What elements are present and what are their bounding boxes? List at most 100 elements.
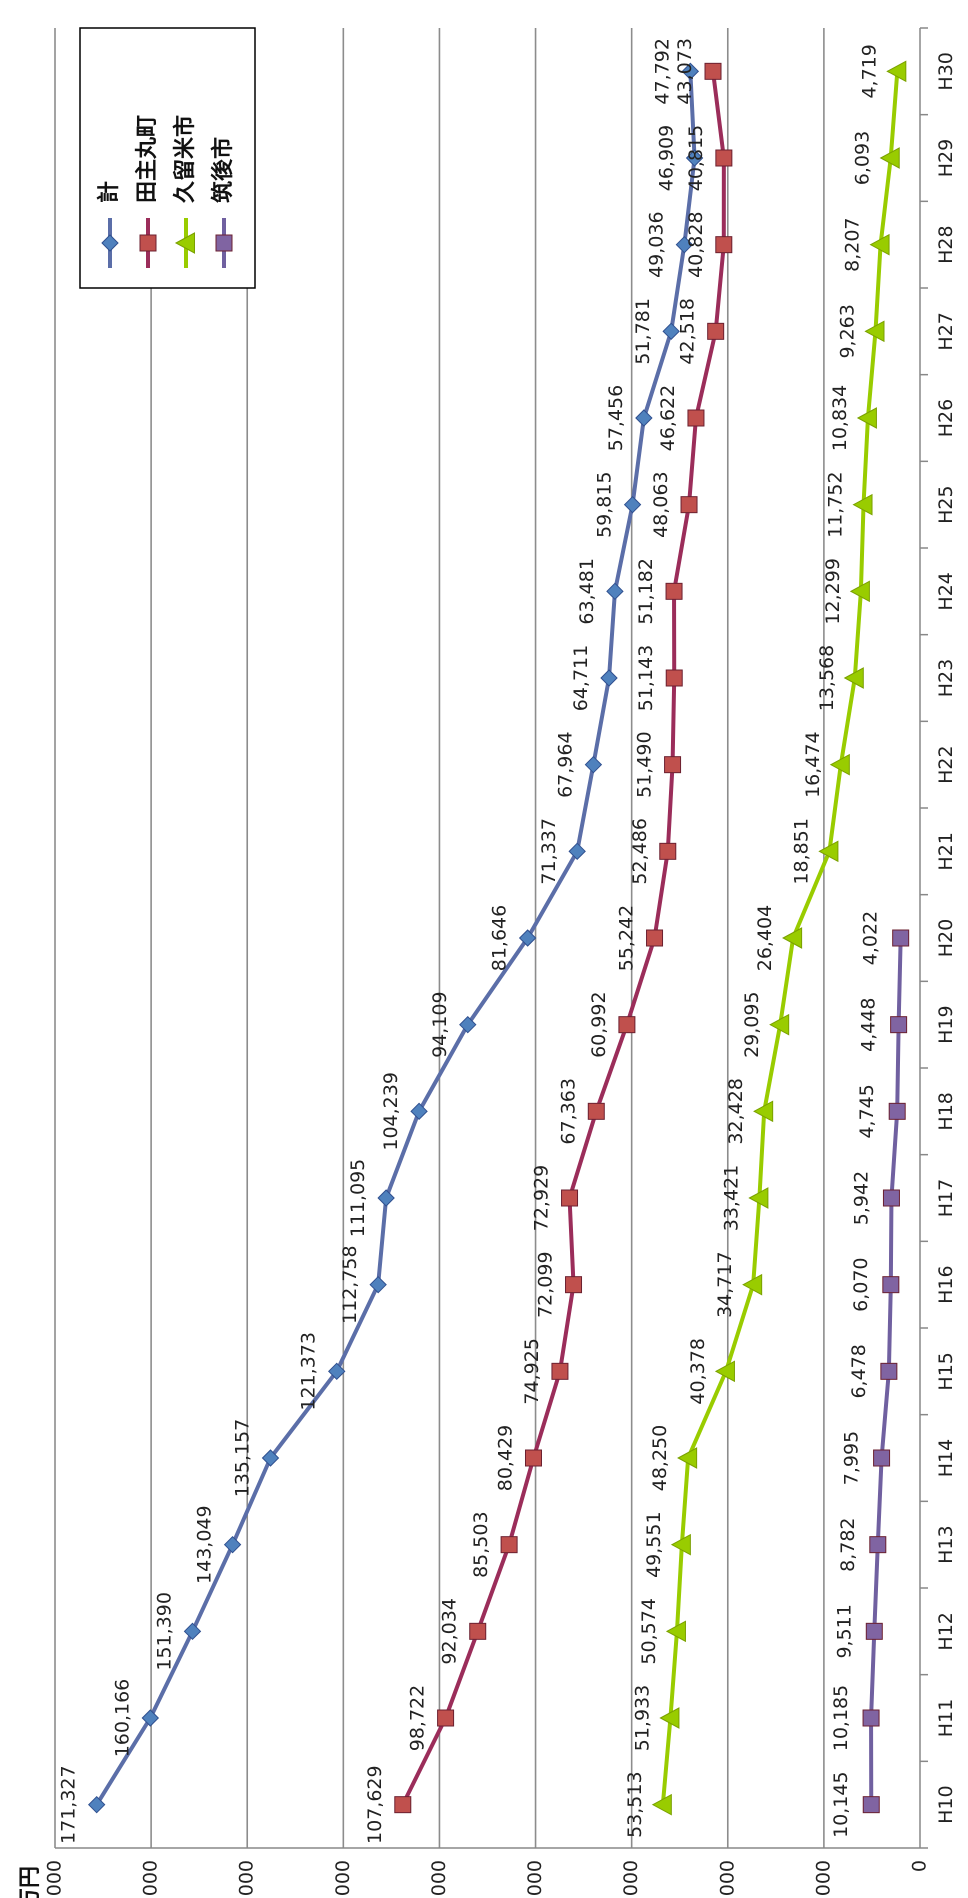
data-label: 40,828 bbox=[685, 211, 707, 277]
data-label: 46,909 bbox=[656, 125, 678, 191]
series-point bbox=[843, 667, 864, 689]
data-label: 48,063 bbox=[650, 471, 672, 537]
series-point bbox=[882, 1276, 900, 1294]
data-label: 8,782 bbox=[837, 1517, 859, 1571]
data-label: 171,327 bbox=[58, 1765, 80, 1844]
x-tick-label: H24 bbox=[935, 572, 957, 610]
x-tick-label: H30 bbox=[935, 52, 957, 90]
series-point bbox=[680, 496, 698, 514]
data-label: 9,263 bbox=[836, 304, 858, 358]
data-label: 74,925 bbox=[521, 1338, 543, 1404]
x-tick-label: H21 bbox=[935, 832, 957, 870]
y-tick-label: 40,000 bbox=[716, 1860, 738, 1898]
series-point bbox=[715, 236, 733, 254]
data-label: 63,481 bbox=[576, 558, 598, 624]
x-tick-label: H14 bbox=[935, 1439, 957, 1477]
data-label: 43,073 bbox=[674, 38, 696, 104]
data-label: 48,250 bbox=[649, 1425, 671, 1491]
x-tick-label: H15 bbox=[935, 1352, 957, 1390]
series-point bbox=[223, 1535, 242, 1554]
series-point bbox=[707, 322, 725, 340]
series-point bbox=[862, 1709, 880, 1727]
data-label: 52,486 bbox=[629, 818, 651, 884]
y-tick-label: 0 bbox=[909, 1860, 931, 1872]
y-tick-label: 140,000 bbox=[236, 1860, 258, 1898]
data-label: 57,456 bbox=[605, 385, 627, 451]
data-label: 10,145 bbox=[830, 1771, 852, 1837]
data-label: 16,474 bbox=[802, 731, 824, 797]
series-point bbox=[459, 1015, 477, 1034]
axes: 0 20,000 40,000 60,000 80,000 100,000 120,000 1… bbox=[18, 27, 957, 1898]
series-point bbox=[568, 842, 586, 861]
series-point bbox=[584, 755, 603, 774]
data-label: 46,622 bbox=[657, 385, 679, 451]
series-point bbox=[646, 929, 664, 947]
legend-swatch-marker bbox=[174, 232, 195, 254]
data-label: 10,185 bbox=[830, 1685, 852, 1751]
data-label: 10,834 bbox=[829, 385, 851, 451]
data-label: 143,049 bbox=[194, 1505, 216, 1584]
y-unit-label: 万円 bbox=[18, 1866, 43, 1898]
series-point bbox=[782, 927, 803, 949]
series-point bbox=[748, 1187, 769, 1209]
data-label: 34,717 bbox=[714, 1251, 736, 1317]
data-label: 151,390 bbox=[153, 1592, 175, 1671]
series-point bbox=[685, 149, 704, 167]
gridlines bbox=[54, 28, 825, 1848]
data-label: 26,404 bbox=[754, 905, 776, 971]
x-tick-label: H28 bbox=[935, 225, 957, 263]
series-point bbox=[394, 1796, 412, 1814]
series-point bbox=[769, 1013, 790, 1036]
data-label: 64,711 bbox=[570, 645, 592, 711]
data-label: 32,428 bbox=[725, 1078, 747, 1144]
series-point bbox=[518, 929, 537, 947]
data-label: 12,299 bbox=[822, 558, 844, 624]
y-tick-label: 120,000 bbox=[332, 1860, 354, 1898]
data-label: 72,099 bbox=[535, 1251, 557, 1317]
series-point bbox=[659, 842, 677, 860]
data-label: 13,568 bbox=[816, 645, 838, 711]
series-point bbox=[500, 1536, 518, 1554]
series-2 bbox=[394, 62, 733, 1814]
series-point bbox=[714, 1360, 735, 1383]
series-layer bbox=[87, 60, 910, 1816]
series-point bbox=[677, 1447, 698, 1469]
series-point bbox=[862, 1796, 880, 1814]
x-tick-label: H13 bbox=[935, 1525, 957, 1563]
series-point bbox=[687, 409, 705, 427]
x-tick-label: H23 bbox=[935, 659, 957, 697]
x-tick-label: H20 bbox=[935, 919, 957, 957]
data-label: 33,421 bbox=[720, 1165, 742, 1231]
data-label: 53,513 bbox=[624, 1771, 646, 1837]
x-tick-label: H27 bbox=[935, 312, 957, 350]
y-tick-label: 80,000 bbox=[524, 1860, 546, 1898]
series-point bbox=[665, 582, 683, 600]
series-point bbox=[864, 320, 885, 343]
data-label: 51,143 bbox=[635, 645, 657, 711]
series-point bbox=[888, 1102, 906, 1120]
data-label: 104,239 bbox=[380, 1072, 402, 1151]
series-point bbox=[886, 60, 907, 83]
data-label: 5,942 bbox=[850, 1171, 872, 1225]
data-label: 67,363 bbox=[557, 1078, 579, 1144]
data-labels-layer: 171,327 160,166 151,390 143,049 135,157 121,3… bbox=[58, 38, 882, 1844]
data-label: 107,629 bbox=[364, 1765, 386, 1844]
data-label: 47,792 bbox=[651, 38, 673, 104]
series-point bbox=[369, 1275, 387, 1294]
data-label: 4,719 bbox=[858, 44, 880, 98]
legend-entry: 筑後市 bbox=[210, 137, 236, 203]
series-point bbox=[600, 669, 618, 687]
data-label: 6,093 bbox=[852, 131, 874, 185]
data-label: 4,022 bbox=[860, 911, 882, 965]
series-point bbox=[704, 62, 722, 80]
data-label: 59,815 bbox=[594, 471, 616, 537]
data-label: 4,448 bbox=[858, 997, 880, 1051]
series-point bbox=[664, 756, 682, 774]
series-point bbox=[623, 495, 642, 514]
series-point bbox=[753, 1100, 774, 1123]
data-label: 85,503 bbox=[470, 1511, 492, 1577]
y-tick-label: 160,000 bbox=[140, 1860, 162, 1898]
series-point bbox=[665, 669, 683, 687]
data-label: 71,337 bbox=[538, 818, 560, 884]
